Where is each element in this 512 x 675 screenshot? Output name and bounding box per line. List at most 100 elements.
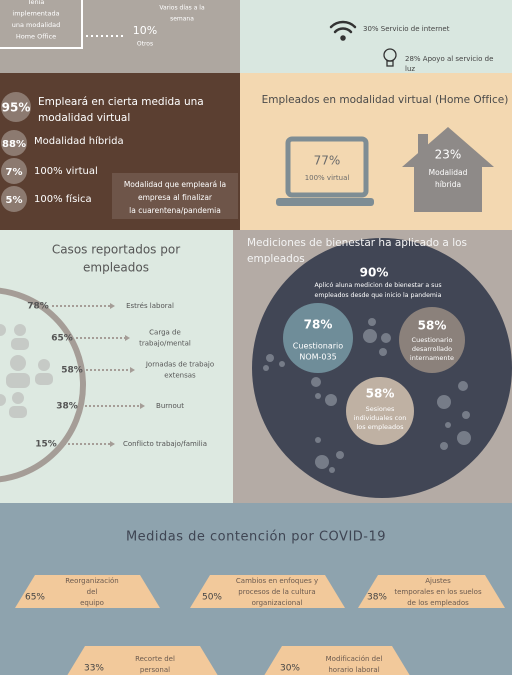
label: 28% Apoyo al servicio de — [405, 55, 493, 63]
percent: 50% — [202, 593, 222, 603]
wifi-icon — [329, 20, 357, 41]
panel — [240, 0, 512, 73]
label: una modalidad — [12, 21, 61, 29]
label: horario laboral — [328, 666, 379, 674]
label: Aplicó aluna medicion de bienestar a sus — [314, 281, 441, 289]
label: Ajustes — [425, 577, 451, 585]
label: Cambios en enfoques y — [236, 577, 318, 585]
label: implementada — [12, 10, 59, 18]
people-icons — [0, 324, 53, 418]
label: de los empleados — [407, 599, 469, 607]
label: desarrollado — [412, 345, 452, 353]
label: empleados desde que inicio la pandemia — [315, 292, 442, 299]
percent: 38% — [56, 402, 78, 412]
tag — [358, 575, 505, 608]
label: Modalidad híbrida — [34, 135, 124, 147]
tag — [190, 575, 345, 608]
label: 30% Servicio de internet — [363, 25, 450, 33]
label: la cuarentena/pandemia — [129, 206, 221, 215]
label: del — [87, 588, 98, 596]
label: 100% virtual — [34, 166, 98, 177]
label: Modalidad que empleará la — [124, 180, 226, 189]
label: Casos reportados por — [52, 243, 180, 257]
percent: 33% — [84, 664, 104, 674]
label: empleados — [247, 253, 305, 265]
label: empleados — [83, 261, 149, 275]
label: Modificación del — [326, 655, 383, 663]
label: organizacional — [252, 599, 303, 607]
percent: 78% — [304, 318, 333, 332]
label: híbrida — [435, 180, 461, 189]
label: Tenía — [27, 0, 45, 6]
label: Reorganización — [65, 577, 118, 585]
label: Cuestionario — [412, 336, 453, 344]
percent: 58% — [418, 319, 447, 333]
label: internamente — [410, 354, 454, 362]
label: Varios días a la — [159, 5, 205, 12]
arrow-head — [110, 441, 115, 447]
label: Modalidad — [429, 168, 468, 177]
arrow-head — [140, 403, 145, 409]
ring — [0, 287, 86, 483]
label: Estrés laboral — [126, 302, 174, 310]
percent: 90% — [360, 266, 389, 280]
title: Empleados en modalidad virtual (Home Off… — [262, 94, 509, 106]
percent: 78% — [27, 302, 49, 312]
percent: 88% — [2, 139, 26, 150]
percent: 77% — [314, 154, 341, 168]
laptop-icon — [276, 136, 374, 206]
label: Otros — [137, 41, 153, 48]
badge — [1, 186, 27, 212]
label: Conflicto trabajo/familia — [123, 440, 207, 448]
label: 100% física — [34, 193, 92, 205]
label: personal — [140, 666, 170, 674]
frame — [0, 0, 83, 49]
arrow-head — [125, 335, 130, 341]
percent: 65% — [25, 593, 45, 603]
badge — [1, 92, 31, 122]
percent: 58% — [61, 366, 83, 376]
label: modalidad virtual — [38, 112, 130, 124]
label: Mediciones de bienestar ha aplicado a lo… — [247, 237, 467, 249]
bubble — [399, 307, 465, 373]
percent: 5% — [6, 195, 23, 206]
percent: 30% — [280, 664, 300, 674]
arrow-head — [130, 367, 135, 373]
house-icon — [402, 127, 494, 212]
label: Recorte del — [135, 655, 175, 663]
badge — [1, 130, 27, 156]
label: Empleará en cierta medida una — [38, 96, 204, 108]
bubble — [283, 303, 353, 373]
label: extensas — [164, 372, 196, 380]
percent: 58% — [366, 387, 395, 401]
caption-box — [112, 173, 238, 219]
label: Home Office — [16, 33, 56, 41]
percent: 7% — [6, 167, 23, 178]
label: equipo — [80, 599, 104, 607]
label: los empleados — [357, 423, 405, 431]
percent: 23% — [435, 148, 462, 162]
label: Jornadas de trabajo — [145, 361, 214, 369]
title: Medidas de contención por COVID-19 — [126, 530, 386, 545]
tag — [264, 646, 410, 675]
label: semana — [170, 16, 194, 23]
label: Burnout — [156, 402, 184, 410]
percent: 65% — [51, 334, 73, 344]
label: Carga de — [149, 329, 181, 337]
label: Cuestionario — [293, 342, 343, 351]
percent: 38% — [367, 593, 387, 603]
label: empresa al finalizar — [138, 193, 213, 202]
label: luz — [405, 65, 415, 73]
bubble — [346, 377, 414, 445]
panel — [0, 0, 240, 73]
label: procesos de la cultura — [238, 588, 315, 596]
tag — [15, 575, 160, 608]
percent: 15% — [35, 440, 57, 450]
label: Sesiones — [366, 405, 395, 413]
bulb-icon — [383, 48, 397, 67]
percent: 10% — [133, 24, 157, 37]
label: temporales en los suelos — [394, 588, 482, 596]
percent: 95% — [2, 101, 31, 115]
label: trabajo/mental — [139, 340, 191, 348]
